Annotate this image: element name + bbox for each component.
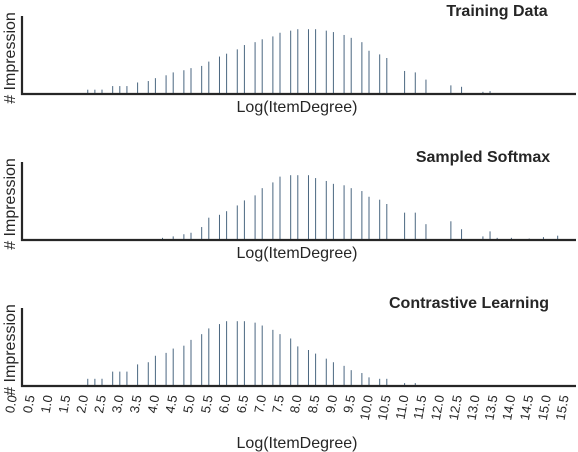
x-axis-label: Log(ItemDegree): [237, 245, 358, 262]
x-tick-label: 8.0: [287, 394, 305, 414]
x-tick-label: 3.5: [127, 394, 145, 414]
x-tick-label: 7.0: [251, 394, 269, 414]
x-tick-label: 3.0: [109, 394, 127, 414]
x-tick-label: 9.5: [340, 394, 358, 414]
x-tick-label: 9.0: [322, 394, 340, 414]
x-tick-label: 0.0: [2, 394, 20, 414]
y-axis-label: # Impression: [2, 12, 19, 104]
x-tick-label: 7.5: [269, 394, 287, 414]
x-tick-label: 11.0: [393, 394, 412, 421]
x-tick-label: 0.5: [20, 394, 38, 414]
x-tick-labels: 0.0 0.5 1.0 1.5 2.0 2.5 3.0 3.5 4.0 4.5 5.0 5.5 6.0 6…: [2, 394, 572, 422]
x-tick-label: 11.5: [410, 394, 429, 421]
y-axis-label: # Impression: [2, 304, 19, 396]
x-tick-label: 2.5: [91, 394, 109, 414]
panel-title: Sampled Softmax: [416, 149, 550, 166]
x-tick-label: 1.0: [38, 394, 56, 414]
x-axis-label: Log(ItemDegree): [237, 435, 358, 452]
x-tick-label: 13.5: [481, 394, 500, 422]
x-tick-label: 10.5: [375, 394, 394, 422]
x-tick-label: 12.5: [446, 394, 465, 422]
x-tick-label: 13.0: [464, 394, 483, 422]
x-tick-label: 6.5: [233, 394, 251, 414]
panel-1: Training Data # Impression Log(ItemDegree): [2, 3, 576, 116]
x-tick-label: 2.0: [73, 394, 91, 414]
x-tick-label: 5.5: [198, 394, 216, 414]
x-tick-label: 14.5: [517, 394, 536, 422]
x-tick-label: 4.0: [144, 394, 162, 414]
y-axis-label: # Impression: [2, 158, 19, 250]
panel-3: Contrastive Learning # Impression: [2, 295, 576, 396]
panel-2: Sampled Softmax # Impression Log(ItemDegre…: [2, 149, 576, 262]
x-tick-label: 15.0: [535, 394, 554, 422]
x-tick-label: 10.0: [357, 394, 376, 422]
x-tick-label: 14.0: [499, 394, 518, 422]
panel-title: Contrastive Learning: [389, 295, 549, 312]
x-tick-label: 15.5: [553, 394, 572, 422]
x-tick-label: 1.5: [55, 394, 73, 414]
x-tick-label: 12.0: [428, 394, 447, 422]
x-axis-label: Log(ItemDegree): [237, 99, 358, 116]
panel-title: Training Data: [446, 3, 547, 20]
x-tick-label: 4.5: [162, 394, 180, 414]
x-tick-label: 5.0: [180, 394, 198, 414]
x-tick-label: 6.0: [216, 394, 234, 414]
x-tick-label: 8.5: [305, 394, 323, 414]
